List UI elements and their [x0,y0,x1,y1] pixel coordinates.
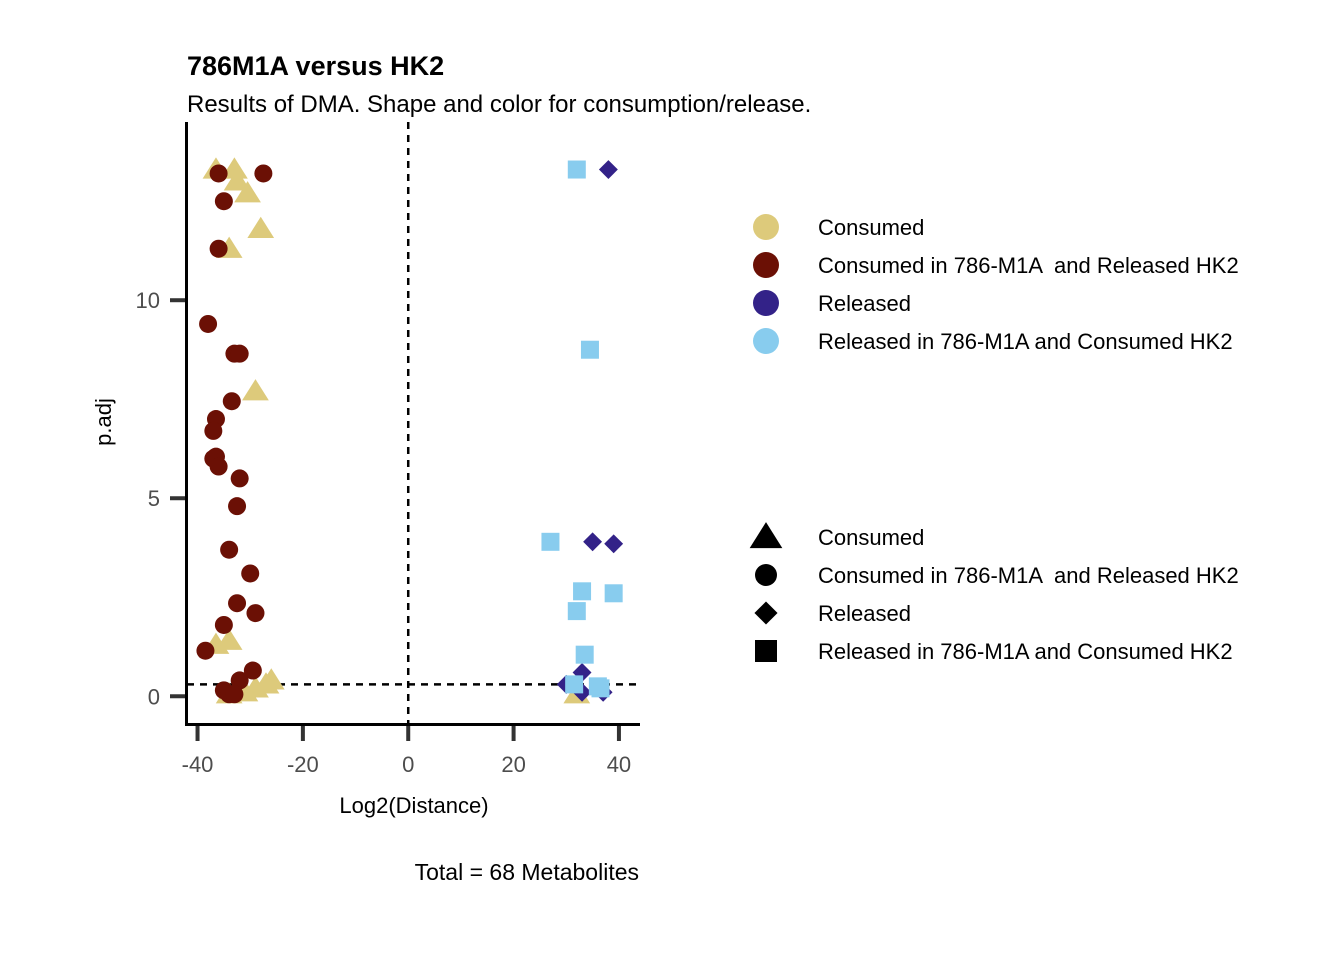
chart-caption: Total = 68 Metabolites [415,859,639,885]
chart-title: 786M1A versus HK2 [187,51,444,81]
data-point [567,602,586,621]
shape-legend-label: Released in 786-M1A and Consumed HK2 [818,639,1233,664]
data-point [257,668,285,690]
data-point [572,663,592,682]
data-point [223,169,251,191]
data-point [575,645,594,664]
data-point [254,164,273,183]
x-axis-label: Log2(Distance) [339,793,488,818]
series-triangle [202,157,591,704]
data-point [209,164,228,183]
shape-legend-key [754,601,778,625]
shape-legend-key [749,522,783,549]
color-legend-label: Consumed in 786-M1A and Released HK2 [818,253,1239,278]
data-point [234,181,261,203]
data-point [196,641,215,660]
data-point [580,340,599,359]
x-ticks: -40 -20 0 20 40 [182,726,631,777]
data-point [220,540,239,559]
data-point [242,379,269,401]
color-legend-key [753,252,779,278]
chart-subtitle: Results of DMA. Shape and color for cons… [187,91,811,118]
y-axis-label: p.adj [91,398,116,446]
data-point [598,160,618,179]
shape-legend: Consumed Consumed in 786-M1A and Released… [749,522,1239,664]
data-point [583,532,603,552]
data-point [209,457,228,476]
color-legend-label: Consumed [818,215,924,240]
y-tick-label: 10 [136,288,160,313]
data-point [230,469,249,488]
color-legend-key [753,290,779,316]
color-legend-label: Released in 786-M1A and Consumed HK2 [818,329,1233,354]
data-point [230,671,249,690]
series-circle [196,164,273,704]
data-point [225,685,244,704]
shape-legend-key [755,564,777,586]
shape-legend-key [755,640,777,662]
x-tick-label: 0 [402,752,414,777]
color-legend-key [753,328,779,354]
data-point [241,564,260,583]
color-legend: Consumed Consumed in 786-M1A and Released… [753,214,1239,354]
data-point [565,675,584,694]
data-point [230,344,249,363]
data-point [567,160,586,179]
data-point [246,604,265,623]
x-tick-label: 20 [501,752,525,777]
data-point [247,216,275,239]
data-point [591,679,610,698]
plot-area [187,122,640,724]
series-diamond [556,160,624,702]
shape-legend-label: Consumed in 786-M1A and Released HK2 [818,563,1239,588]
y-ticks: 0 5 10 [136,288,185,709]
data-point [604,534,624,554]
data-point [541,532,560,551]
data-point [228,594,247,613]
series-square [541,160,623,698]
y-tick-label: 0 [148,684,160,709]
data-point [221,157,248,179]
data-point [243,661,262,680]
shape-legend-label: Released [818,601,911,626]
shape-legend-label: Consumed [818,525,924,550]
color-legend-label: Released [818,291,911,316]
data-point [199,314,218,333]
y-tick-label: 5 [148,486,160,511]
data-point [214,615,233,634]
data-point [228,497,247,516]
color-legend-key [753,214,779,240]
data-point [214,192,233,211]
x-tick-label: -40 [182,752,214,777]
data-point [573,582,592,601]
x-tick-label: -20 [287,752,319,777]
data-point [204,421,223,440]
data-point [604,584,623,603]
x-tick-label: 40 [607,752,631,777]
data-point [209,239,228,258]
data-point [222,392,241,411]
